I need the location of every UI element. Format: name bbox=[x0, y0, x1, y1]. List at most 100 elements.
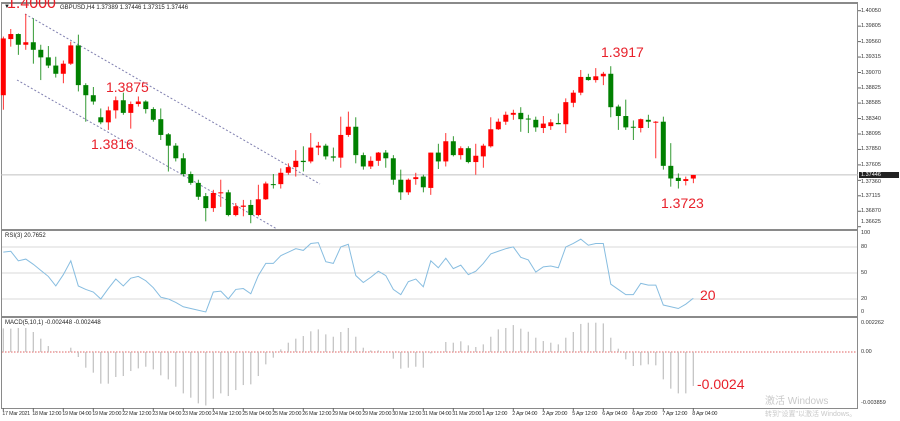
price-axis-label: 1.39315 bbox=[861, 54, 881, 61]
candle-body bbox=[135, 101, 141, 105]
candle-body bbox=[323, 145, 329, 157]
rsi-indicator-pane[interactable] bbox=[1, 230, 858, 317]
candle-body bbox=[255, 199, 261, 216]
macd-axis-label: 0.00 bbox=[861, 349, 872, 355]
time-axis-label: 2 Apr 04:00 bbox=[512, 411, 538, 417]
candle-body bbox=[0, 38, 6, 96]
candle-body bbox=[15, 34, 21, 45]
candle-body bbox=[555, 122, 561, 125]
candle-body bbox=[420, 176, 426, 188]
candle-body bbox=[233, 206, 239, 216]
candle-body bbox=[488, 129, 494, 147]
candle-body bbox=[165, 134, 171, 146]
candle-body bbox=[68, 45, 74, 64]
candle-body bbox=[660, 121, 666, 166]
candle-body bbox=[675, 177, 681, 181]
price-axis-label: 1.37115 bbox=[861, 192, 881, 199]
candle-body bbox=[60, 63, 66, 74]
candle-body bbox=[585, 76, 591, 81]
candle-body bbox=[315, 145, 321, 148]
windows-watermark-title: 激活 Windows bbox=[765, 396, 829, 407]
candle-body bbox=[38, 49, 44, 58]
macd-label: MACD(5,10,1) -0.002448 -0.002448 bbox=[5, 320, 101, 326]
channel-lower-trendline bbox=[16, 79, 278, 230]
candle-body bbox=[83, 85, 89, 96]
time-axis-label: 26 Mar 12:00 bbox=[302, 411, 332, 417]
macd-indicator-pane[interactable] bbox=[1, 317, 858, 409]
candle-body bbox=[398, 179, 404, 193]
price-axis-label: 1.39560 bbox=[861, 38, 881, 45]
annotation-high-start: 1.4000 bbox=[7, 0, 56, 12]
price-axis-label: 1.40050 bbox=[861, 7, 881, 14]
candle-body bbox=[480, 145, 486, 157]
candle-body bbox=[465, 148, 471, 163]
candle-body bbox=[308, 147, 314, 162]
candle-body bbox=[218, 192, 224, 194]
time-axis-label: 29 Mar 20:00 bbox=[362, 411, 392, 417]
time-axis-label: 31 Mar 20:00 bbox=[452, 411, 482, 417]
candle-body bbox=[128, 104, 134, 113]
candle-body bbox=[510, 112, 516, 115]
time-axis-label: 18 Mar 12:00 bbox=[32, 411, 62, 417]
candle-body bbox=[278, 172, 284, 185]
price-axis-label: 1.37605 bbox=[861, 161, 881, 168]
time-axis-label: 23 Mar 20:00 bbox=[182, 411, 212, 417]
candle-body bbox=[570, 92, 576, 103]
candle-body bbox=[435, 152, 441, 162]
candle-body bbox=[360, 155, 366, 167]
candle-body bbox=[330, 156, 336, 158]
candle-body bbox=[45, 57, 51, 66]
annotation-swing-high-2: 1.3917 bbox=[601, 44, 644, 60]
price-axis-label: 1.38825 bbox=[861, 84, 881, 91]
time-axis-label: 25 Mar 04:00 bbox=[242, 411, 272, 417]
price-chart-pane[interactable] bbox=[1, 2, 858, 230]
candle-body bbox=[608, 73, 614, 108]
time-axis-label: 19 Mar 04:00 bbox=[62, 411, 92, 417]
candle-body bbox=[413, 177, 419, 180]
price-axis-label: 1.38340 bbox=[861, 115, 881, 122]
candle-body bbox=[390, 158, 396, 180]
candle-body bbox=[623, 116, 629, 128]
time-axis-label: 7 Apr 12:00 bbox=[662, 411, 688, 417]
candle-body bbox=[345, 126, 351, 135]
candle-body bbox=[8, 34, 14, 40]
annotation-swing-high-1: 1.3875 bbox=[106, 79, 149, 95]
candle-body bbox=[593, 76, 599, 81]
candle-body bbox=[195, 182, 201, 197]
candle-body bbox=[173, 145, 179, 159]
candle-body bbox=[503, 114, 509, 122]
candle-body bbox=[563, 102, 569, 125]
candle-body bbox=[98, 117, 104, 123]
candle-body bbox=[105, 110, 111, 123]
candle-body bbox=[143, 101, 149, 110]
candle-body bbox=[90, 95, 96, 102]
candle-body bbox=[443, 141, 449, 162]
time-axis-label: 22 Mar 12:00 bbox=[122, 411, 152, 417]
candle-body bbox=[158, 119, 164, 135]
price-axis-label: 1.38585 bbox=[861, 100, 881, 107]
candle-body bbox=[210, 192, 216, 209]
candle-body bbox=[23, 42, 29, 45]
chart-menu-triangle-icon[interactable]: ▼ bbox=[4, 4, 10, 10]
macd-axis-label: 0.002262 bbox=[861, 320, 884, 326]
time-axis-label: 30 Mar 12:00 bbox=[392, 411, 422, 417]
price-axis-label: 1.37360 bbox=[861, 179, 881, 186]
candle-body bbox=[405, 179, 411, 193]
time-axis-label: 8 Apr 04:00 bbox=[692, 411, 718, 417]
candle-body bbox=[533, 119, 539, 128]
candle-body bbox=[120, 100, 126, 113]
price-axis-label: 1.37850 bbox=[861, 146, 881, 153]
candle-body bbox=[495, 121, 501, 130]
candle-body bbox=[645, 119, 651, 122]
candle-body bbox=[683, 179, 689, 181]
time-axis-label: 6 Apr 20:00 bbox=[632, 411, 658, 417]
candle-body bbox=[375, 152, 381, 161]
candle-body bbox=[75, 45, 81, 86]
time-axis-label: 17 Mar 2021 bbox=[2, 411, 30, 417]
candle-body bbox=[300, 160, 306, 163]
candle-body bbox=[540, 123, 546, 129]
price-axis-label: 1.39070 bbox=[861, 69, 881, 76]
candle-body bbox=[180, 158, 186, 175]
candle-body bbox=[548, 122, 554, 127]
